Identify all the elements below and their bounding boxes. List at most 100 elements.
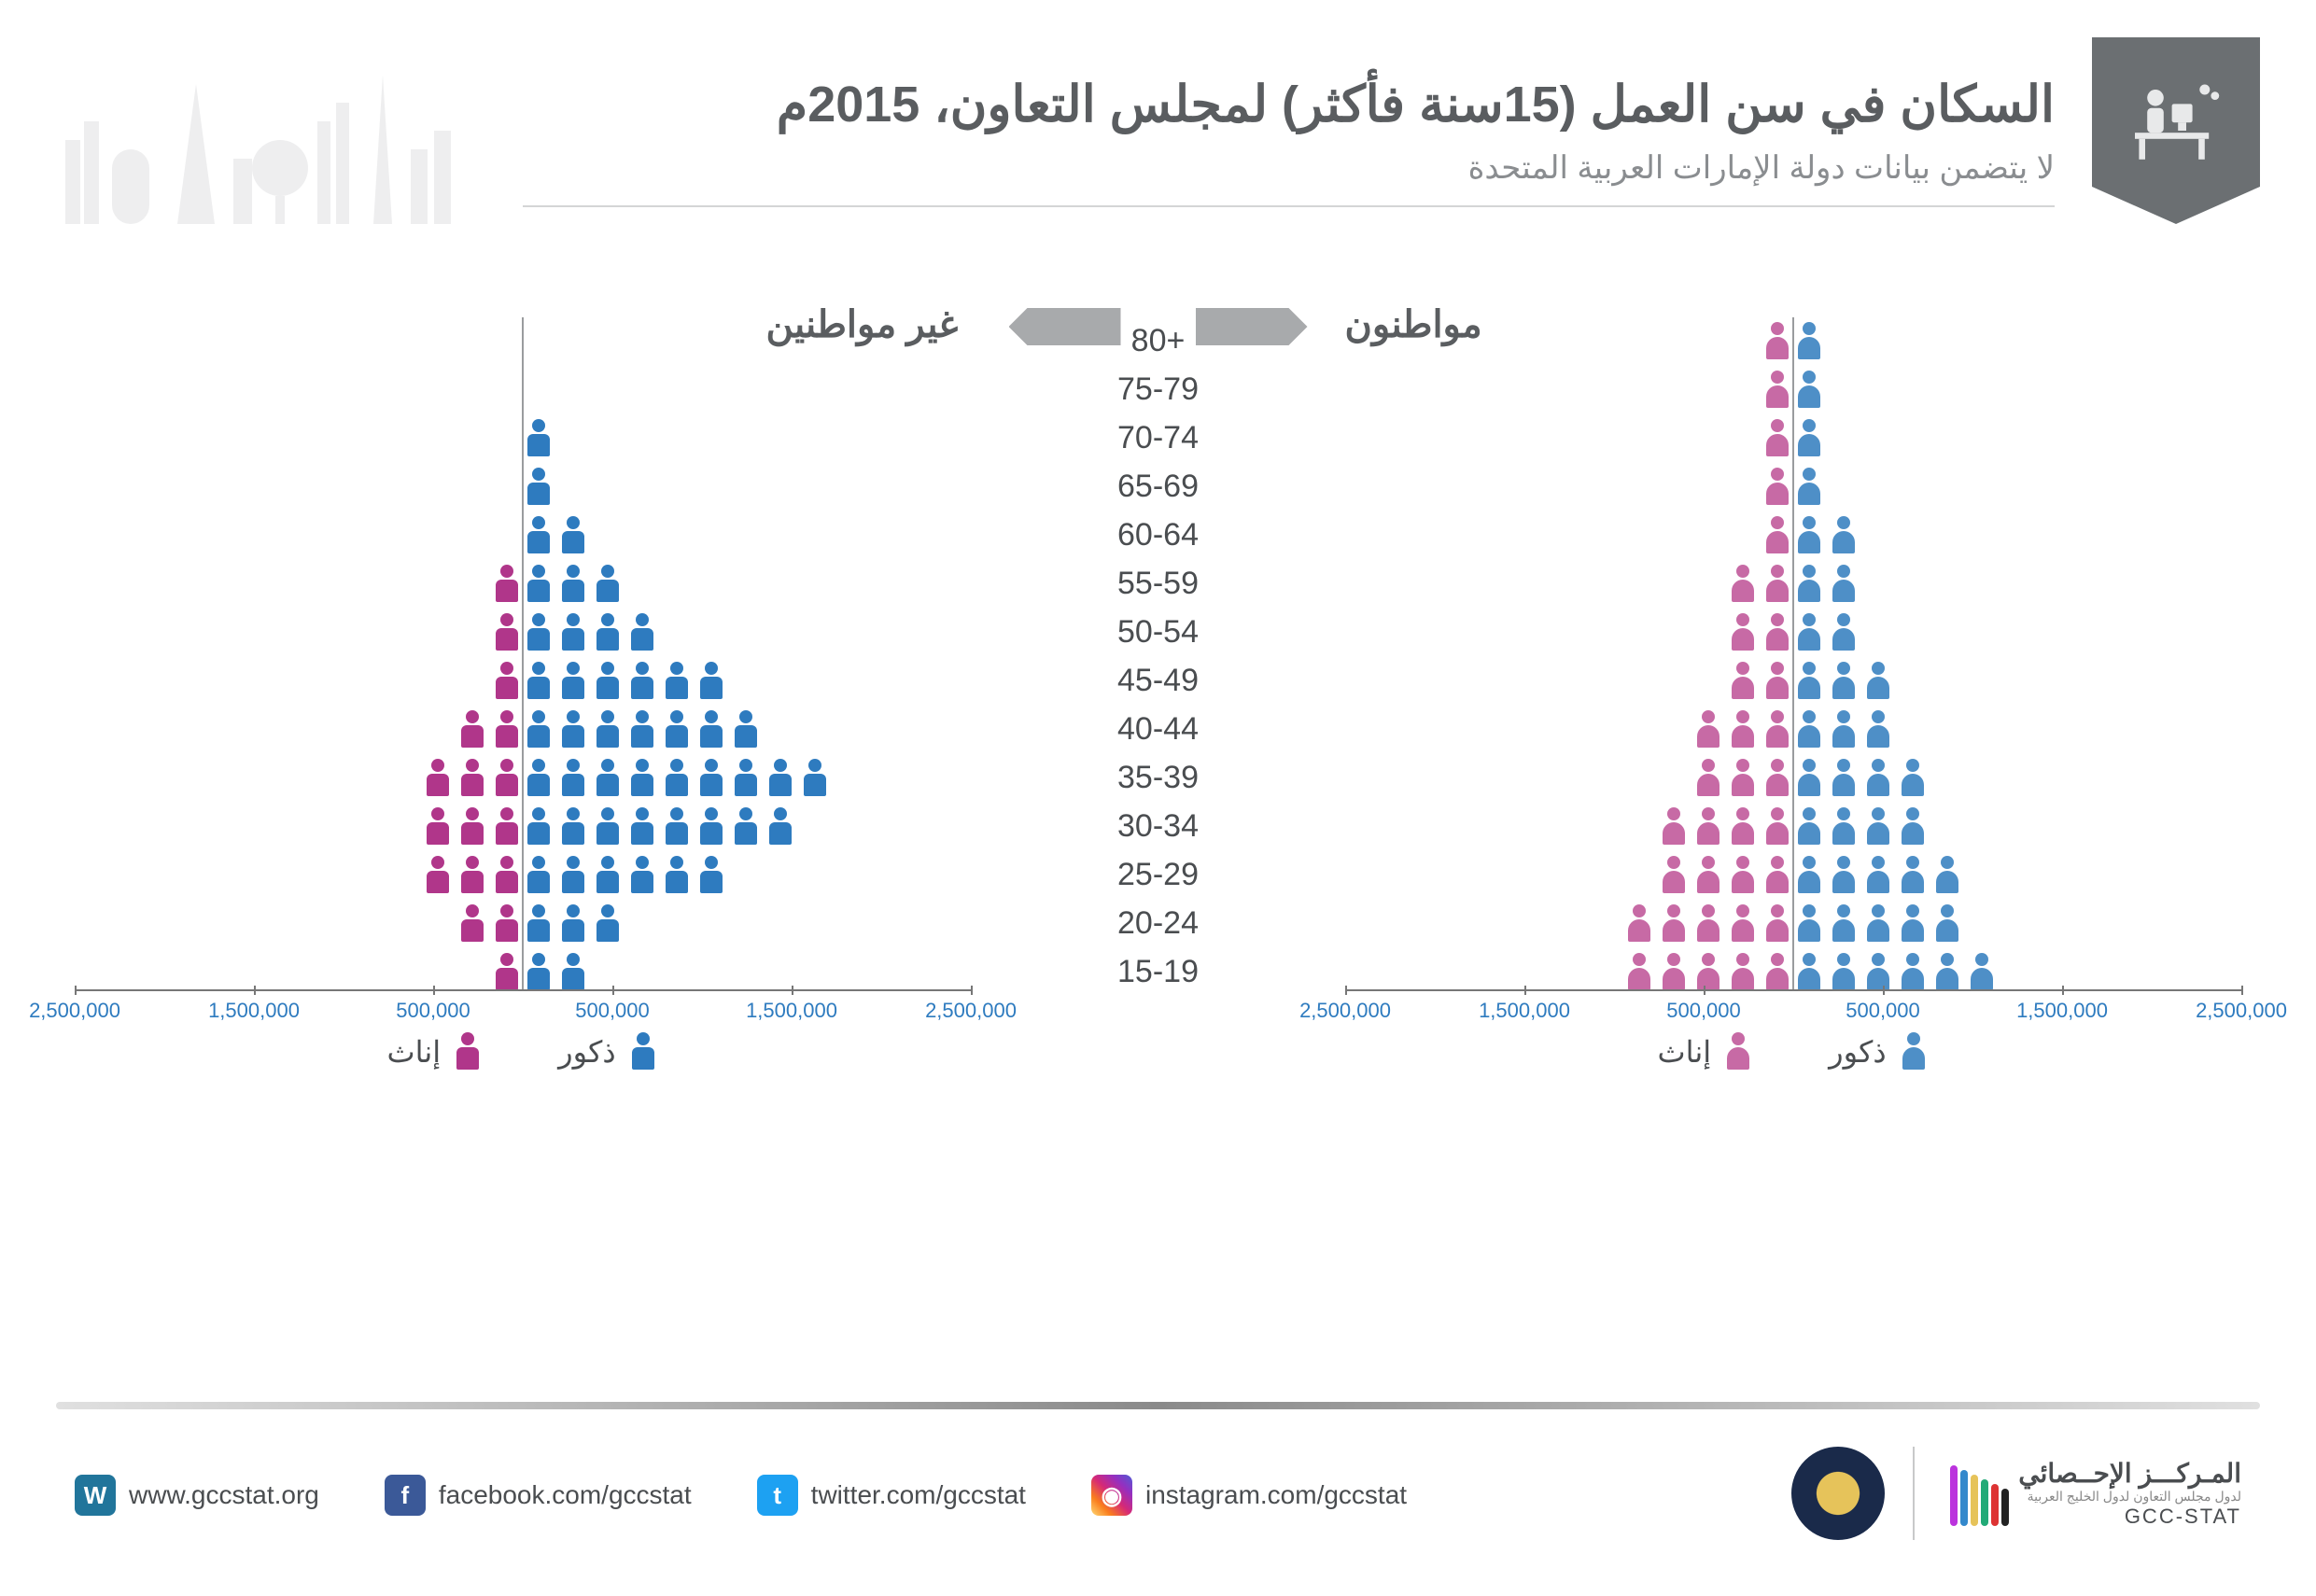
person-female-icon (491, 951, 523, 994)
stripe (1950, 1465, 1958, 1526)
gcc-emblem-icon (1791, 1447, 1885, 1540)
person-male-icon (1897, 951, 1929, 994)
person-female-icon (1658, 805, 1690, 848)
person-female-icon (456, 708, 488, 751)
person-male-icon (1931, 903, 1963, 945)
person-female-icon (491, 903, 523, 945)
person-female-icon (1762, 563, 1793, 606)
person-female-icon (456, 805, 488, 848)
axis-tick (971, 986, 973, 995)
pyramid-row (1345, 414, 2241, 462)
age-label: 45-49 (1056, 663, 1261, 699)
pyramid-row (1345, 851, 2241, 899)
male-icon (1898, 1030, 1930, 1073)
male-half (1793, 511, 2241, 559)
axis-tick (1524, 986, 1526, 995)
pyramid-row (1345, 317, 2241, 365)
rows-citizens (1345, 317, 2241, 989)
axis-tick-label: 1,500,000 (1479, 999, 1570, 1023)
person-male-icon (1862, 708, 1894, 751)
legend-noncitizens: ذكور إناث (75, 1030, 971, 1073)
person-female-icon (1727, 708, 1759, 751)
female-half (75, 803, 523, 850)
pyramid-row (1345, 560, 2241, 608)
axis-tick-label: 1,500,000 (746, 999, 837, 1023)
org-name-en: GCC-STAT (2018, 1505, 2241, 1529)
social-links: W www.gccstat.org f facebook.com/gccstat… (75, 1475, 1407, 1516)
person-male-icon (765, 757, 796, 800)
person-male-icon (523, 417, 554, 460)
female-half (1345, 900, 1793, 947)
person-female-icon (1658, 903, 1690, 945)
person-female-icon (1727, 805, 1759, 848)
person-male-icon (661, 854, 693, 897)
twitter-link[interactable]: t twitter.com/gccstat (757, 1475, 1026, 1516)
person-male-icon (695, 805, 727, 848)
person-male-icon (1793, 903, 1825, 945)
male-half (523, 851, 971, 899)
person-male-icon (523, 708, 554, 751)
pyramid-row (1345, 511, 2241, 559)
male-half (1793, 754, 2241, 802)
pyramid-row (1345, 900, 2241, 947)
org-name-sub: لدول مجلس التعاون لدول الخليج العربية (2018, 1489, 2241, 1505)
person-female-icon (1727, 757, 1759, 800)
person-male-icon (557, 903, 589, 945)
rows-noncitizens (75, 317, 971, 989)
person-male-icon (1828, 563, 1860, 606)
person-female-icon (1692, 903, 1724, 945)
person-male-icon (1828, 854, 1860, 897)
badge (2092, 37, 2260, 224)
person-female-icon (1762, 708, 1793, 751)
person-female-icon (1692, 805, 1724, 848)
male-half (1793, 851, 2241, 899)
person-female-icon (1692, 951, 1724, 994)
axis-tick-label: 500,000 (1846, 999, 1920, 1023)
pyramid-noncitizens: 2,500,0001,500,000500,000500,0001,500,00… (75, 299, 971, 1064)
person-male-icon (557, 805, 589, 848)
person-female-icon (456, 757, 488, 800)
pyramid-row (75, 511, 971, 559)
person-male-icon (1793, 805, 1825, 848)
person-male-icon (1793, 951, 1825, 994)
website-link[interactable]: W www.gccstat.org (75, 1475, 319, 1516)
person-female-icon (1727, 903, 1759, 945)
legend-female: إناث (1657, 1030, 1754, 1073)
person-male-icon (523, 805, 554, 848)
person-female-icon (1762, 854, 1793, 897)
person-male-icon (523, 611, 554, 654)
person-male-icon (1966, 951, 1998, 994)
person-male-icon (626, 708, 658, 751)
instagram-link[interactable]: ◉ instagram.com/gccstat (1091, 1475, 1407, 1516)
person-male-icon (592, 611, 624, 654)
axis-tick-label: 1,500,000 (208, 999, 300, 1023)
pyramid-row (75, 317, 971, 365)
stripes-icon (1950, 1461, 2009, 1526)
pyramid-row (1345, 463, 2241, 511)
pyramid-row (75, 803, 971, 850)
person-female-icon (422, 805, 454, 848)
person-male-icon (1793, 563, 1825, 606)
pyramid-row (75, 609, 971, 656)
male-half (523, 657, 971, 705)
stripe (1960, 1470, 1968, 1526)
person-male-icon (1897, 757, 1929, 800)
person-female-icon (1762, 320, 1793, 363)
male-half (1793, 366, 2241, 413)
person-male-icon (661, 757, 693, 800)
female-half (75, 366, 523, 413)
female-half (75, 706, 523, 753)
org-logos: المـركـــز الإحــصائي لدول مجلس التعاون … (1791, 1447, 2241, 1540)
person-male-icon (523, 951, 554, 994)
person-male-icon (695, 708, 727, 751)
person-male-icon (557, 514, 589, 557)
person-female-icon (1762, 903, 1793, 945)
person-male-icon (523, 757, 554, 800)
age-label: 15-19 (1056, 954, 1261, 990)
person-male-icon (557, 660, 589, 703)
age-label: 70-74 (1056, 420, 1261, 456)
axis-tick (1345, 986, 1347, 995)
facebook-link[interactable]: f facebook.com/gccstat (385, 1475, 692, 1516)
person-male-icon (626, 854, 658, 897)
person-female-icon (491, 854, 523, 897)
